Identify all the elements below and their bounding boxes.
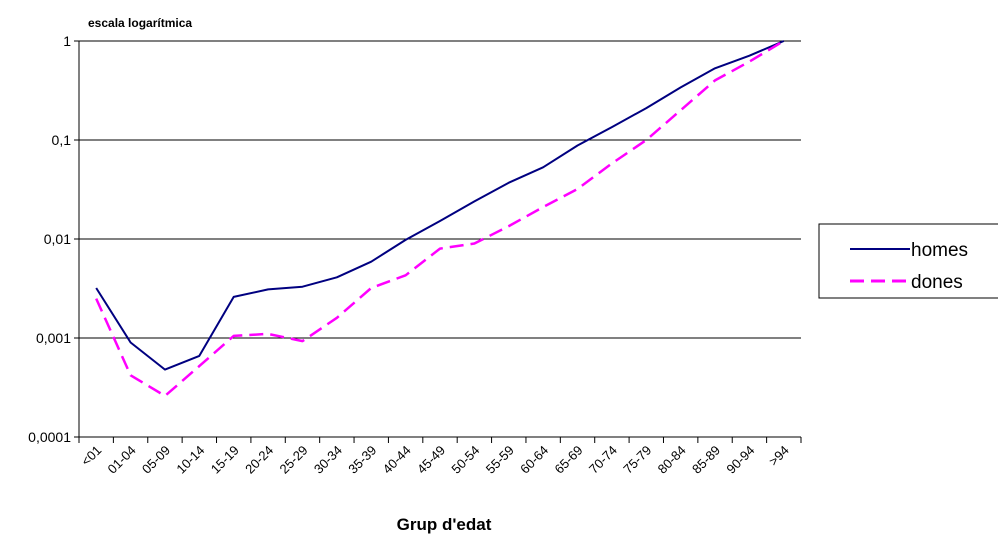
y-tick-label: 0,001 — [36, 330, 71, 346]
legend-label-dones: dones — [911, 272, 963, 293]
x-tick-label: 90-94 — [723, 443, 757, 477]
x-tick-label: 01-04 — [105, 443, 139, 477]
axes — [78, 41, 802, 443]
x-tick-label: 40-44 — [380, 443, 414, 477]
y-tick-label: 0,0001 — [28, 429, 71, 445]
chart-annotation: escala logarítmica — [88, 16, 192, 30]
x-tick-label: 15-19 — [208, 443, 242, 477]
x-tick-label: 55-59 — [483, 443, 517, 477]
x-tick-label: 10-14 — [173, 443, 207, 477]
series-line-dones — [95, 39, 785, 398]
x-tick-label: 25-29 — [276, 443, 310, 477]
x-tick-label: 80-84 — [655, 443, 689, 477]
x-axis-label: Grup d'edat — [397, 515, 492, 534]
legend: homes dones — [818, 223, 998, 299]
x-tick-label: 05-09 — [139, 443, 173, 477]
series-lines — [95, 39, 785, 398]
x-tick-label: 30-34 — [311, 443, 345, 477]
y-tick-label: 0,01 — [44, 231, 71, 247]
x-tick-label: >94 — [766, 443, 792, 469]
series-line-homes — [95, 40, 785, 371]
x-tick-label: 50-54 — [448, 443, 482, 477]
x-tick-label: 45-49 — [414, 443, 448, 477]
x-tick-label: 20-24 — [242, 443, 276, 477]
legend-label-homes: homes — [911, 240, 968, 261]
x-tick-label: 85-89 — [689, 443, 723, 477]
x-tick-labels: <01 01-04 05-09 10-14 15-19 20-24 25-29 30-34 35… — [78, 443, 792, 477]
x-tick-label: 75-79 — [620, 443, 654, 477]
legend-box — [818, 223, 998, 299]
y-tick-label: 1 — [63, 33, 71, 49]
x-tick-label: 60-64 — [517, 443, 551, 477]
x-tick-label: 65-69 — [552, 443, 586, 477]
y-tick-labels: 0,0001 0,001 0,01 0,1 1 — [28, 33, 71, 445]
x-tick-label: 70-74 — [586, 443, 620, 477]
y-tick-label: 0,1 — [52, 132, 72, 148]
x-tick-label: <01 — [78, 443, 104, 469]
x-tick-label: 35-39 — [345, 443, 379, 477]
